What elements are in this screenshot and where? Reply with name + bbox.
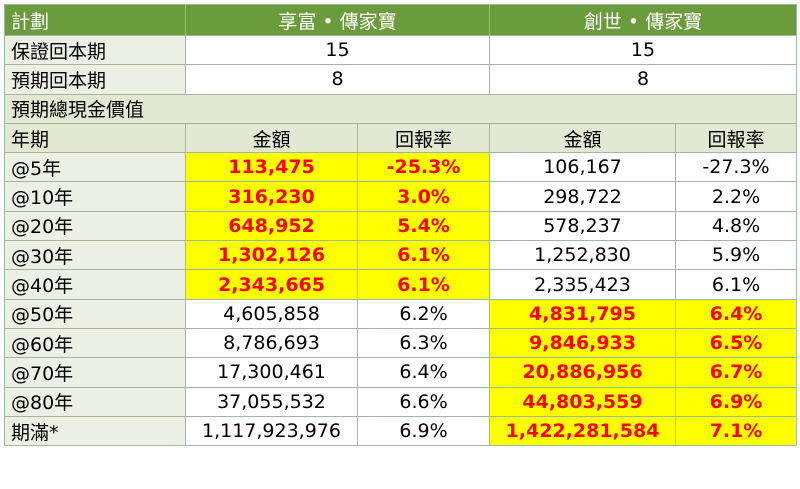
a-return-cell: 6.1% (357, 240, 490, 271)
b-return-cell: 6.4% (675, 298, 797, 329)
year-column-header: 年期 (4, 122, 186, 154)
expected-period-row: 預期回本期 8 8 (4, 64, 797, 95)
guaranteed-period-a: 15 (185, 34, 490, 66)
expected-period-a: 8 (185, 64, 490, 95)
year-cell: 期滿* (4, 415, 186, 447)
a-return-cell: 6.3% (357, 327, 490, 359)
year-cell: @20年 (4, 210, 186, 242)
a-amount-cell: 1,302,126 (185, 240, 358, 271)
a-return-cell: 3.0% (357, 181, 490, 212)
b-return-cell: 6.1% (675, 269, 797, 300)
product-b-title: 創世 • 傳家寶 (489, 4, 797, 36)
b-return-cell: -27.3% (675, 152, 797, 183)
a-return-cell: 6.9% (357, 415, 490, 447)
a-amount-cell: 4,605,858 (185, 298, 358, 329)
table-row: @70年 17,300,461 6.4% 20,886,956 6.7% (4, 357, 797, 388)
guaranteed-period-row: 保證回本期 15 15 (4, 34, 797, 66)
a-amount-cell: 8,786,693 (185, 327, 358, 359)
expected-period-b: 8 (489, 64, 797, 95)
b-amount-column-header: 金額 (489, 122, 676, 154)
table-row: @20年 648,952 5.4% 578,237 4.8% (4, 210, 797, 242)
comparison-table: 計劃 享富 • 傳家寶 創世 • 傳家寶 保證回本期 15 15 預期回本期 8… (4, 4, 797, 447)
a-amount-cell: 17,300,461 (185, 357, 358, 388)
b-amount-cell: 4,831,795 (489, 298, 676, 329)
year-cell: @10年 (4, 181, 186, 212)
table-row: @30年 1,302,126 6.1% 1,252,830 5.9% (4, 240, 797, 271)
b-return-cell: 2.2% (675, 181, 797, 212)
year-cell: @60年 (4, 327, 186, 359)
table-body: 計劃 享富 • 傳家寶 創世 • 傳家寶 保證回本期 15 15 預期回本期 8… (4, 4, 797, 447)
table-row: @80年 37,055,532 6.6% 44,803,559 6.9% (4, 386, 797, 417)
a-amount-cell: 1,117,923,976 (185, 415, 358, 447)
column-header-row: 年期 金額 回報率 金額 回報率 (4, 122, 797, 154)
a-amount-cell: 2,343,665 (185, 269, 358, 300)
a-return-cell: 6.6% (357, 386, 490, 417)
b-return-column-header: 回報率 (675, 122, 797, 154)
section-title-row: 預期總現金價值 (4, 93, 797, 124)
b-amount-cell: 106,167 (489, 152, 676, 183)
plan-label: 計劃 (4, 4, 186, 36)
year-cell: @40年 (4, 269, 186, 300)
a-return-cell: 5.4% (357, 210, 490, 242)
b-amount-cell: 298,722 (489, 181, 676, 212)
b-amount-cell: 20,886,956 (489, 357, 676, 388)
table-row: @40年 2,343,665 6.1% 2,335,423 6.1% (4, 269, 797, 300)
a-amount-cell: 113,475 (185, 152, 358, 183)
a-return-column-header: 回報率 (357, 122, 490, 154)
table-row: @10年 316,230 3.0% 298,722 2.2% (4, 181, 797, 212)
product-a-title: 享富 • 傳家寶 (185, 4, 490, 36)
year-cell: @50年 (4, 298, 186, 329)
table-row: @60年 8,786,693 6.3% 9,846,933 6.5% (4, 327, 797, 359)
comparison-table-wrapper: 計劃 享富 • 傳家寶 創世 • 傳家寶 保證回本期 15 15 預期回本期 8… (4, 4, 797, 447)
header-row: 計劃 享富 • 傳家寶 創世 • 傳家寶 (4, 4, 797, 36)
b-return-cell: 6.5% (675, 327, 797, 359)
a-amount-column-header: 金額 (185, 122, 358, 154)
table-row: @5年 113,475 -25.3% 106,167 -27.3% (4, 152, 797, 183)
table-row: 期滿* 1,117,923,976 6.9% 1,422,281,584 7.1% (4, 415, 797, 447)
section-title: 預期總現金價值 (4, 93, 797, 124)
a-amount-cell: 648,952 (185, 210, 358, 242)
year-cell: @30年 (4, 240, 186, 271)
a-return-cell: 6.1% (357, 269, 490, 300)
a-return-cell: 6.4% (357, 357, 490, 388)
year-cell: @80年 (4, 386, 186, 417)
year-cell: @70年 (4, 357, 186, 388)
b-return-cell: 4.8% (675, 210, 797, 242)
b-return-cell: 6.9% (675, 386, 797, 417)
guaranteed-period-label: 保證回本期 (4, 34, 186, 66)
table-row: @50年 4,605,858 6.2% 4,831,795 6.4% (4, 298, 797, 329)
b-amount-cell: 44,803,559 (489, 386, 676, 417)
b-amount-cell: 1,422,281,584 (489, 415, 676, 447)
b-amount-cell: 2,335,423 (489, 269, 676, 300)
a-amount-cell: 316,230 (185, 181, 358, 212)
b-amount-cell: 9,846,933 (489, 327, 676, 359)
b-return-cell: 7.1% (675, 415, 797, 447)
a-amount-cell: 37,055,532 (185, 386, 358, 417)
year-cell: @5年 (4, 152, 186, 183)
b-return-cell: 6.7% (675, 357, 797, 388)
a-return-cell: 6.2% (357, 298, 490, 329)
b-return-cell: 5.9% (675, 240, 797, 271)
expected-period-label: 預期回本期 (4, 64, 186, 95)
a-return-cell: -25.3% (357, 152, 490, 183)
guaranteed-period-b: 15 (489, 34, 797, 66)
b-amount-cell: 578,237 (489, 210, 676, 242)
b-amount-cell: 1,252,830 (489, 240, 676, 271)
